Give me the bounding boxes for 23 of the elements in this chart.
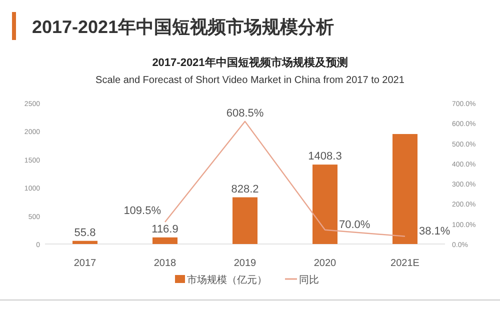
x-tick-label: 2017 xyxy=(74,258,97,269)
text: 2017-2021年中国短视频市场规模分析 xyxy=(32,17,334,37)
data-label: 70.0% xyxy=(339,218,370,231)
data-label: 1408.3 xyxy=(308,150,342,163)
bar xyxy=(312,164,338,244)
x-tick-label: 2018 xyxy=(154,258,177,269)
bar xyxy=(72,240,98,244)
chart-title: 2017-2021年中国短视频市场规模及预测 xyxy=(152,56,348,69)
legend-label: 市场规模（亿元） xyxy=(187,274,267,286)
x-tick-label: 2020 xyxy=(314,258,337,269)
data-label: 38.1% xyxy=(419,225,450,238)
data-label: 116.9 xyxy=(152,223,178,236)
data-label: 608.5% xyxy=(226,107,264,120)
x-tick-label: 2019 xyxy=(234,258,257,269)
chart-subtitle: Scale and Forecast of Short Video Market in China from 2017 to 2021 xyxy=(96,75,405,86)
data-label: 109.5% xyxy=(124,204,162,217)
legend-label: 同比 xyxy=(299,274,319,286)
bar xyxy=(152,237,178,244)
data-label: 828.2 xyxy=(231,183,259,196)
data-label: 55.8 xyxy=(74,226,96,239)
bar xyxy=(232,197,258,244)
x-tick-label: 2021E xyxy=(390,258,420,269)
bar xyxy=(392,134,418,244)
